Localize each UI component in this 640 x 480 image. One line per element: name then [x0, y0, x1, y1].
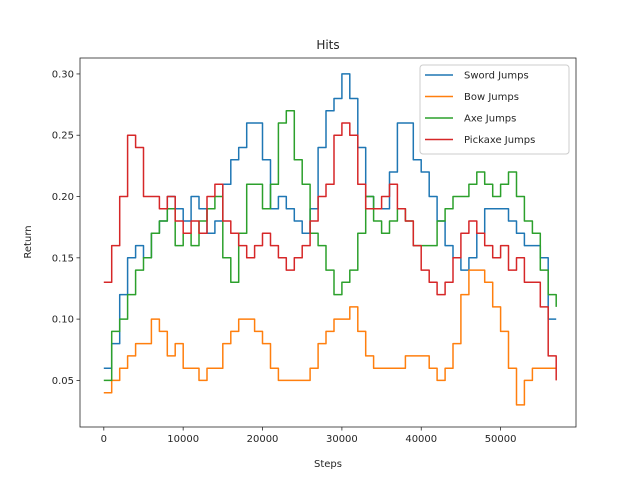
chart-title: Hits [316, 38, 339, 52]
plot-area [103, 73, 557, 406]
axes-frame [79, 57, 577, 428]
x-tick-label: 20000 [247, 434, 279, 445]
y-tick-label: 0.05 [52, 376, 74, 387]
y-tick-label: 0.20 [52, 192, 74, 203]
legend-label-bow-jumps: Bow Jumps [464, 92, 519, 103]
x-tick-label: 30000 [326, 434, 358, 445]
y-tick-label: 0.30 [52, 69, 74, 80]
series-layer [103, 73, 557, 406]
legend: Sword Jumps Bow Jumps Axe Jumps Pickaxe Jum… [419, 64, 570, 155]
y-tick-label: 0.15 [52, 253, 74, 264]
series-line-pickaxe-jumps [103, 122, 557, 381]
x-tick-label: 10000 [167, 434, 199, 445]
y-axis-ticks: 0.05 0.10 0.15 0.20 0.25 0.30 [52, 69, 80, 387]
legend-box [419, 64, 570, 155]
x-axis-ticks: 0 10000 20000 30000 40000 50000 [101, 427, 517, 445]
y-tick-label: 0.25 [52, 131, 74, 142]
series-line-bow-jumps [103, 269, 557, 406]
x-tick-label: 40000 [405, 434, 437, 445]
legend-label-pickaxe-jumps: Pickaxe Jumps [464, 135, 535, 146]
x-axis-label: Steps [314, 459, 342, 470]
series-line-axe-jumps [103, 109, 557, 382]
x-tick-label: 50000 [485, 434, 517, 445]
y-tick-label: 0.10 [52, 315, 74, 326]
y-axis-label: Return [23, 225, 34, 258]
legend-label-sword-jumps: Sword Jumps [464, 71, 529, 82]
x-tick-label: 0 [101, 434, 107, 445]
legend-label-axe-jumps: Axe Jumps [464, 114, 516, 125]
